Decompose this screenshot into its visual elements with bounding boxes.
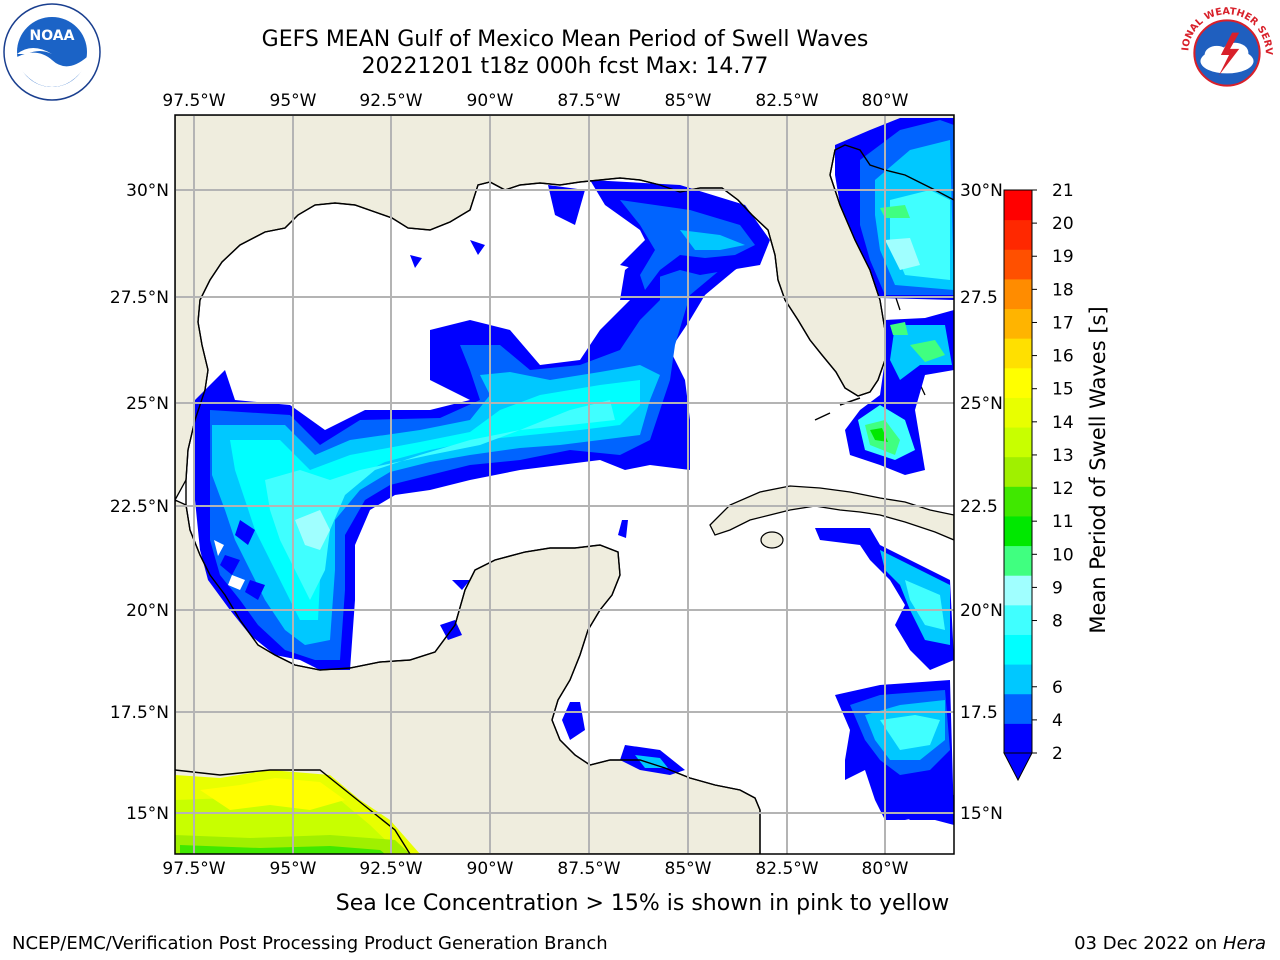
colorbar-tick-label: 20 [1052, 214, 1074, 234]
lon-label: 85°W [665, 859, 712, 879]
lon-label: 95°W [270, 859, 317, 879]
lat-label: 20°N [960, 601, 1003, 621]
colorbar-swatch [1004, 190, 1032, 221]
lon-label: 90°W [467, 91, 514, 111]
colorbar-tick-label: 21 [1052, 181, 1074, 201]
lon-labels-top: 97.5°W 95°W 92.5°W 90°W 87.5°W 85°W 82.5… [162, 91, 908, 111]
lon-label: 82.5°W [755, 91, 818, 111]
colorbar-swatch [1004, 545, 1032, 576]
map-frame [174, 114, 955, 855]
colorbar-swatch [1004, 219, 1032, 250]
lat-label: 20°N [126, 601, 169, 621]
lon-label: 85°W [665, 91, 712, 111]
lat-labels-left: 30°N 27.5°N 25°N 22.5°N 20°N 17.5°N 15°N [110, 181, 169, 824]
lat-labels-right: 30°N 27.5 25°N 22.5 20°N 17.5 15°N [960, 181, 1003, 824]
colorbar-tick-label: 18 [1052, 280, 1074, 300]
colorbar-tick-label: 14 [1052, 413, 1074, 433]
colorbar-tick-label: 15 [1052, 380, 1074, 400]
colorbar-swatch [1004, 664, 1032, 695]
noaa-logo-text: NOAA [30, 28, 75, 44]
lon-label: 92.5°W [359, 859, 422, 879]
lat-label: 30°N [126, 181, 169, 201]
colorbar-swatch [1004, 249, 1032, 280]
colorbar-label: Mean Period of Swell Waves [s] [1086, 306, 1110, 633]
colorbar-swatch [1004, 338, 1032, 369]
footer-date: 03 Dec 2022 on Hera [1074, 933, 1266, 954]
colorbar-tick-label: 13 [1052, 446, 1074, 466]
lat-label: 15°N [960, 804, 1003, 824]
ice-note: Sea Ice Concentration > 15% is shown in … [335, 891, 950, 916]
colorbar-swatch [1004, 456, 1032, 487]
colorbar-tick-label: 4 [1052, 711, 1063, 731]
colorbar-swatch [1004, 693, 1032, 724]
lon-label: 87.5°W [557, 859, 620, 879]
chart-title: GEFS MEAN Gulf of Mexico Mean Period of … [261, 27, 869, 52]
lat-label: 17.5 [960, 703, 998, 723]
colorbar-tick-label: 17 [1052, 313, 1074, 333]
colorbar-tick-label: 2 [1052, 744, 1063, 764]
lon-label: 80°W [862, 91, 909, 111]
lat-label: 25°N [960, 394, 1003, 414]
lat-label: 27.5 [960, 288, 998, 308]
colorbar-swatch [1004, 634, 1032, 665]
lon-label: 87.5°W [557, 91, 620, 111]
lon-label: 80°W [862, 859, 909, 879]
noaa-logo: NOAA [3, 3, 101, 101]
colorbar-tick-label: 9 [1052, 578, 1063, 598]
lon-labels-bottom: 97.5°W 95°W 92.5°W 90°W 87.5°W 85°W 82.5… [162, 859, 908, 879]
lat-label: 30°N [960, 181, 1003, 201]
land-isla-juventud [760, 531, 784, 549]
colorbar-tick-label: 16 [1052, 347, 1074, 367]
lat-label: 22.5°N [110, 497, 169, 517]
lat-label: 25°N [126, 394, 169, 414]
colorbar-tick-label: 8 [1052, 612, 1063, 632]
colorbar-extend-arrow [1003, 752, 1033, 782]
colorbar-swatch [1004, 575, 1032, 606]
lat-label: 17.5°N [110, 703, 169, 723]
lon-label: 90°W [467, 859, 514, 879]
lon-label: 97.5°W [162, 91, 225, 111]
land-cuba [709, 485, 954, 541]
footer-credit: NCEP/EMC/Verification Post Processing Pr… [12, 933, 608, 954]
colorbar-tick-label: 10 [1052, 545, 1074, 565]
colorbar-tick-label: 6 [1052, 678, 1063, 698]
colorbar-swatch [1004, 308, 1032, 339]
lat-label: 22.5 [960, 497, 998, 517]
chart-subtitle: 20221201 t18z 000h fcst Max: 14.77 [361, 54, 769, 79]
lon-label: 97.5°W [162, 859, 225, 879]
colorbar-tick-label: 12 [1052, 479, 1074, 499]
colorbar-swatch [1004, 427, 1032, 458]
colorbar-swatch [1004, 486, 1032, 517]
colorbar-swatch [1004, 515, 1032, 547]
footer-date-text: 03 Dec 2022 on [1074, 933, 1223, 954]
colorbar-swatch [1004, 397, 1032, 428]
colorbar-tick-label: 19 [1052, 247, 1074, 267]
lat-label: 15°N [126, 804, 169, 824]
colorbar: 2 4 6 8 9 10 11 12 13 14 15 16 17 18 19 20 21 [1003, 181, 1074, 782]
gridlines [175, 115, 954, 854]
colorbar-swatch [1004, 723, 1032, 754]
colorbar-swatch [1004, 278, 1032, 310]
colorbar-frame [1003, 189, 1033, 754]
colorbar-tick-label: 11 [1052, 512, 1074, 532]
colorbar-swatch [1004, 604, 1032, 635]
lon-label: 95°W [270, 91, 317, 111]
lon-label: 92.5°W [359, 91, 422, 111]
lat-label: 27.5°N [110, 288, 169, 308]
nws-logo: NATIONAL WEATHER SERVICE [1176, 2, 1276, 102]
footer-machine: Hera [1222, 933, 1266, 954]
colorbar-swatch [1004, 367, 1032, 398]
lon-label: 82.5°W [755, 859, 818, 879]
